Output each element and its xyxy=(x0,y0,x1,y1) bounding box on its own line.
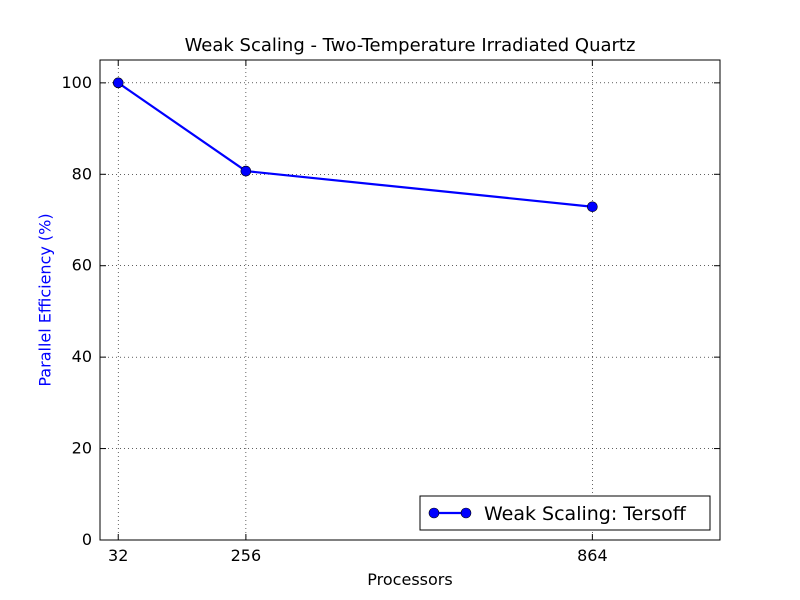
y-tick-label: 60 xyxy=(72,256,92,275)
chart-title: Weak Scaling - Two-Temperature Irradiate… xyxy=(184,35,636,56)
y-tick-label: 100 xyxy=(61,73,92,92)
y-tick-label: 0 xyxy=(82,530,92,549)
data-point xyxy=(240,165,252,177)
x-tick-label: 864 xyxy=(577,546,608,565)
data-point xyxy=(112,77,124,89)
grid-lines xyxy=(100,60,720,540)
x-axis-label: Processors xyxy=(367,570,453,589)
series-line xyxy=(117,81,593,208)
y-tick-label: 40 xyxy=(72,347,92,366)
legend: Weak Scaling: Tersoff xyxy=(419,495,711,531)
plot-frame xyxy=(99,59,721,541)
legend-label: Weak Scaling: Tersoff xyxy=(484,503,687,525)
y-tick-label: 80 xyxy=(72,164,92,183)
legend-marker xyxy=(460,507,472,519)
data-point xyxy=(587,201,598,213)
axes: 0 20 40 60 80 100 32 256 864 xyxy=(61,59,721,565)
x-tick-label: 256 xyxy=(231,546,262,565)
x-tick-label: 32 xyxy=(108,546,128,565)
series-layer xyxy=(112,77,598,213)
legend-marker xyxy=(428,507,440,519)
y-tick-label: 20 xyxy=(72,439,92,458)
